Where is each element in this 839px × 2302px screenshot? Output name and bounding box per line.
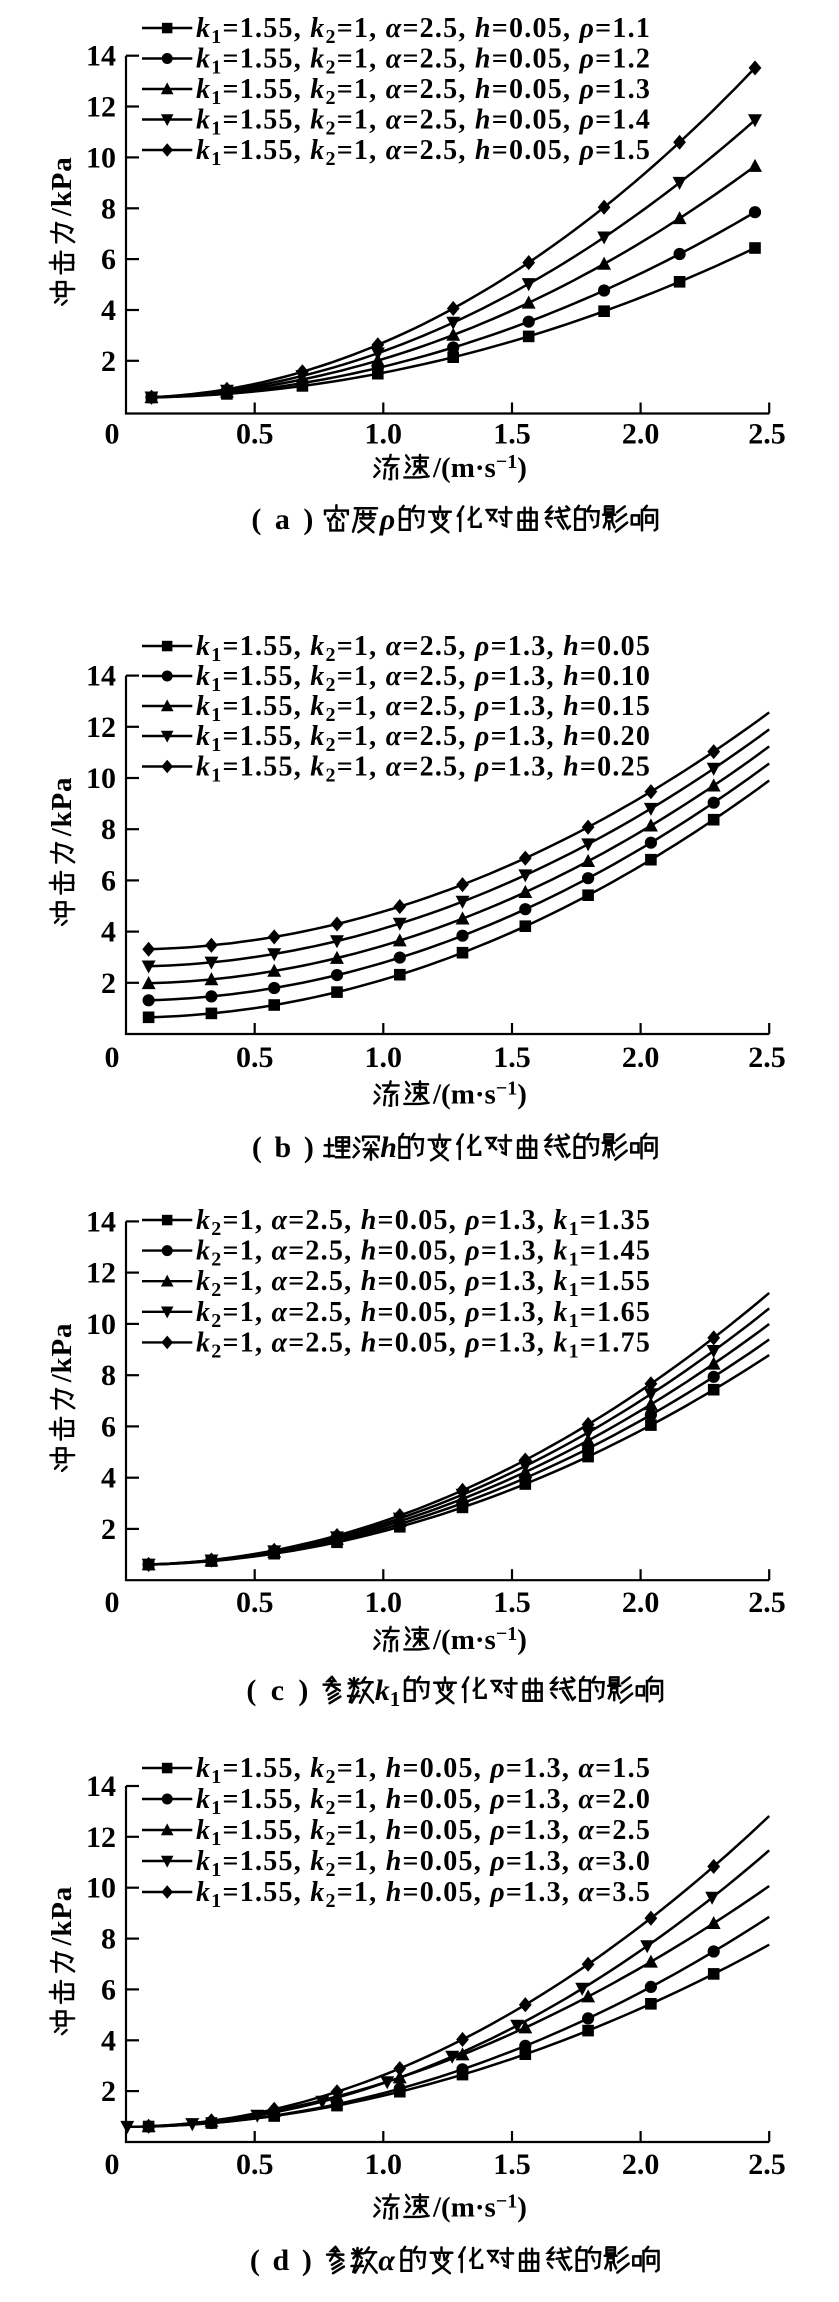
- svg-text:4: 4: [101, 2024, 116, 2057]
- svg-text:0: 0: [105, 1041, 120, 1074]
- svg-text:0.5: 0.5: [236, 418, 274, 451]
- svg-text:12: 12: [86, 711, 116, 744]
- svg-text:/kPa: /kPa: [46, 1886, 78, 1947]
- svg-text:2.0: 2.0: [622, 2148, 660, 2181]
- svg-text:k2​=1, α=2.5, h=0.05, ρ=1.3, k: k2​=1, α=2.5, h=0.05, ρ=1.3, k1​=1.65: [196, 1297, 651, 1332]
- svg-text:2.5: 2.5: [748, 2148, 786, 2181]
- svg-text:k2​=1, α=2.5, h=0.05, ρ=1.3, k: k2​=1, α=2.5, h=0.05, ρ=1.3, k1​=1.45: [196, 1236, 651, 1271]
- svg-text:k1​=1.55, k2​=1, α=2.5, ρ=1.3,: k1​=1.55, k2​=1, α=2.5, ρ=1.3, h=0.25: [196, 752, 651, 787]
- svg-text:1.0: 1.0: [365, 1041, 403, 1074]
- svg-text:k1​=1.55, k2​=1, α=2.5, h=0.05: k1​=1.55, k2​=1, α=2.5, h=0.05, ρ=1.2: [196, 44, 651, 79]
- svg-text:k1​=1.55, k2​=1, α=2.5, ρ=1.3,: k1​=1.55, k2​=1, α=2.5, ρ=1.3, h=0.05: [196, 631, 651, 666]
- svg-text:10: 10: [86, 141, 116, 174]
- svg-text:k1​=1.55, k2​=1, α=2.5, ρ=1.3,: k1​=1.55, k2​=1, α=2.5, ρ=1.3, h=0.15: [196, 691, 651, 726]
- svg-text:k1​=1.55, k2​=1, h=0.05, ρ=1.3: k1​=1.55, k2​=1, h=0.05, ρ=1.3, α=3.0: [196, 1846, 651, 1881]
- svg-text:0.5: 0.5: [236, 1041, 274, 1074]
- svg-text:2.5: 2.5: [748, 1586, 786, 1619]
- svg-text:10: 10: [86, 1872, 116, 1905]
- svg-text:1.5: 1.5: [493, 2148, 531, 2181]
- svg-text:b: b: [275, 1131, 292, 1164]
- svg-text:12: 12: [86, 1821, 116, 1854]
- svg-text:14: 14: [86, 40, 116, 73]
- svg-text:4: 4: [101, 294, 116, 327]
- svg-text:k1​=1.55, k2​=1, α=2.5, ρ=1.3,: k1​=1.55, k2​=1, α=2.5, ρ=1.3, h=0.10: [196, 661, 651, 696]
- svg-text:1.5: 1.5: [493, 418, 531, 451]
- svg-text:0: 0: [105, 1586, 120, 1619]
- svg-text:a: a: [275, 503, 290, 536]
- svg-text:8: 8: [101, 192, 116, 225]
- svg-text:6: 6: [101, 243, 116, 276]
- svg-text:d: d: [273, 2244, 290, 2277]
- svg-text:0.5: 0.5: [236, 1586, 274, 1619]
- svg-text:0: 0: [105, 418, 120, 451]
- svg-text:k1​=1.55, k2​=1, h=0.05, ρ=1.3: k1​=1.55, k2​=1, h=0.05, ρ=1.3, α=3.5: [196, 1877, 651, 1912]
- svg-text:h: h: [380, 1131, 397, 1164]
- svg-text:k1​=1.55, k2​=1, α=2.5, h=0.05: k1​=1.55, k2​=1, α=2.5, h=0.05, ρ=1.1: [196, 13, 651, 48]
- svg-text:6: 6: [101, 1410, 116, 1443]
- svg-text:2: 2: [101, 345, 116, 378]
- svg-text:10: 10: [86, 1308, 116, 1341]
- svg-text:k1​=1.55, k2​=1, h=0.05, ρ=1.3: k1​=1.55, k2​=1, h=0.05, ρ=1.3, α=2.0: [196, 1784, 651, 1819]
- svg-text:(: (: [251, 503, 261, 536]
- svg-text:6: 6: [101, 864, 116, 897]
- svg-text:k1: k1: [375, 1674, 401, 1711]
- svg-text:k1​=1.55, k2​=1, α=2.5, h=0.05: k1​=1.55, k2​=1, α=2.5, h=0.05, ρ=1.3: [196, 74, 651, 109]
- svg-text:2: 2: [101, 967, 116, 1000]
- svg-text:4: 4: [101, 1462, 116, 1495]
- svg-text:14: 14: [86, 660, 116, 693]
- svg-text:k2​=1, α=2.5, h=0.05, ρ=1.3, k: k2​=1, α=2.5, h=0.05, ρ=1.3, k1​=1.75: [196, 1327, 651, 1362]
- svg-text:α: α: [378, 2244, 395, 2277]
- svg-text:8: 8: [101, 1359, 116, 1392]
- svg-text:10: 10: [86, 762, 116, 795]
- svg-text:k2​=1, α=2.5, h=0.05, ρ=1.3, k: k2​=1, α=2.5, h=0.05, ρ=1.3, k1​=1.35: [196, 1205, 651, 1240]
- svg-text:c: c: [271, 1674, 284, 1707]
- svg-text:2.5: 2.5: [748, 418, 786, 451]
- svg-text:0: 0: [105, 2148, 120, 2181]
- svg-text:8: 8: [101, 1923, 116, 1956]
- svg-text:1.5: 1.5: [493, 1586, 531, 1619]
- svg-text:2.0: 2.0: [622, 1586, 660, 1619]
- svg-text:k1​=1.55, k2​=1, h=0.05, ρ=1.3: k1​=1.55, k2​=1, h=0.05, ρ=1.3, α=1.5: [196, 1753, 651, 1788]
- svg-text:(: (: [246, 1674, 256, 1707]
- svg-text:12: 12: [86, 91, 116, 124]
- svg-text:14: 14: [86, 1205, 116, 1238]
- svg-text:4: 4: [101, 916, 116, 949]
- svg-text:2: 2: [101, 2075, 116, 2108]
- svg-text:): ): [302, 2244, 312, 2277]
- svg-text:): ): [304, 1131, 314, 1164]
- svg-text:k1​=1.55, k2​=1, α=2.5, ρ=1.3,: k1​=1.55, k2​=1, α=2.5, ρ=1.3, h=0.20: [196, 721, 651, 756]
- svg-text:/kPa: /kPa: [46, 156, 78, 217]
- svg-text:12: 12: [86, 1257, 116, 1290]
- svg-text:k1​=1.55, k2​=1, α=2.5, h=0.05: k1​=1.55, k2​=1, α=2.5, h=0.05, ρ=1.5: [196, 135, 651, 170]
- svg-text:k1​=1.55, k2​=1, h=0.05, ρ=1.3: k1​=1.55, k2​=1, h=0.05, ρ=1.3, α=2.5: [196, 1815, 651, 1850]
- svg-text:): ): [298, 1674, 308, 1707]
- svg-text:1.0: 1.0: [365, 418, 403, 451]
- svg-text:/kPa: /kPa: [46, 777, 78, 838]
- svg-text:2.0: 2.0: [622, 1041, 660, 1074]
- svg-text:k1​=1.55, k2​=1, α=2.5, h=0.05: k1​=1.55, k2​=1, α=2.5, h=0.05, ρ=1.4: [196, 105, 651, 140]
- svg-text:0.5: 0.5: [236, 2148, 274, 2181]
- svg-text:2.0: 2.0: [622, 418, 660, 451]
- svg-text:(: (: [252, 1131, 262, 1164]
- svg-text:(: (: [250, 2244, 260, 2277]
- svg-text:1.0: 1.0: [365, 2148, 403, 2181]
- svg-text:): ): [303, 503, 313, 536]
- svg-text:6: 6: [101, 1973, 116, 2006]
- svg-text:1.5: 1.5: [493, 1041, 531, 1074]
- svg-text:2: 2: [101, 1513, 116, 1546]
- svg-text:14: 14: [86, 1770, 116, 1803]
- svg-text:8: 8: [101, 813, 116, 846]
- svg-text:k2​=1, α=2.5, h=0.05, ρ=1.3, k: k2​=1, α=2.5, h=0.05, ρ=1.3, k1​=1.55: [196, 1266, 651, 1301]
- svg-text:1.0: 1.0: [365, 1586, 403, 1619]
- svg-text:2.5: 2.5: [748, 1041, 786, 1074]
- svg-text:/kPa: /kPa: [46, 1323, 78, 1384]
- svg-text:ρ: ρ: [379, 503, 395, 536]
